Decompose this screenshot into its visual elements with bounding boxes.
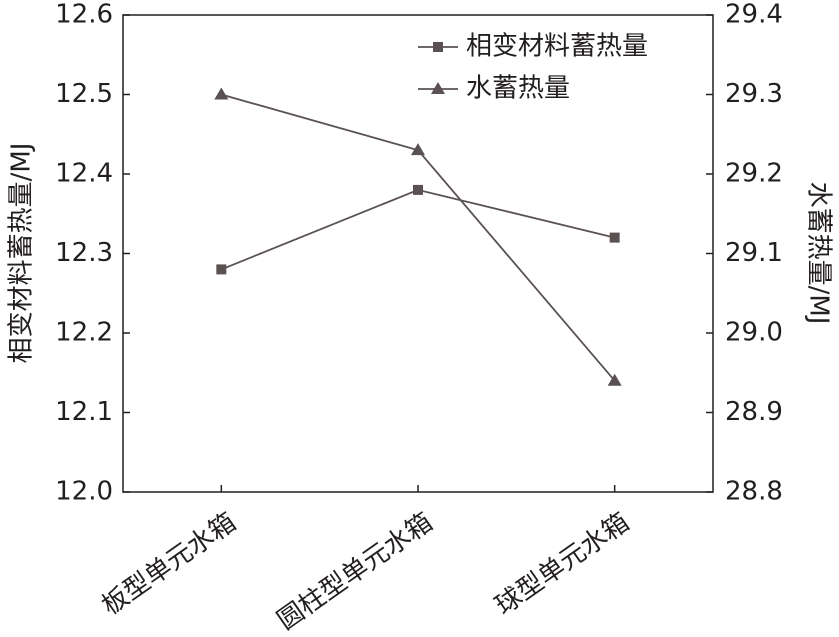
y2-tick-label: 29.1 [725, 238, 783, 268]
y2-tick-label: 29.3 [725, 79, 783, 109]
x-tick-label: 球型单元水箱 [490, 507, 635, 621]
marker [607, 373, 622, 386]
y2-tick-label: 29.2 [725, 159, 783, 189]
marker [216, 264, 227, 275]
marker [411, 143, 425, 156]
y-tick-label: 12.6 [55, 0, 113, 30]
y-tick-label: 12.3 [55, 238, 113, 268]
y2-tick-label: 28.9 [725, 397, 783, 427]
plot-frame [122, 14, 714, 493]
y2-axis-label: 水蓄热量/MJ [804, 182, 834, 325]
y-tick-label: 12.0 [55, 477, 113, 507]
y2-tick-label: 29.0 [725, 318, 783, 348]
marker [413, 184, 423, 195]
marker [433, 42, 443, 52]
y2-tick-label: 28.8 [725, 477, 783, 507]
marker [214, 87, 229, 100]
y-tick-label: 12.5 [55, 79, 113, 109]
series-line [220, 188, 615, 271]
y-tick-label: 12.4 [55, 159, 113, 189]
marker [431, 82, 445, 94]
y2-tick-label: 29.4 [725, 0, 783, 30]
marker [609, 232, 620, 243]
legend-label: 水蓄热量 [466, 74, 570, 104]
x-tick-label: 板型单元水箱 [97, 507, 242, 621]
x-tick-label: 圆柱型单元水箱 [272, 507, 438, 636]
y-tick-label: 12.1 [55, 397, 113, 427]
legend-label: 相变材料蓄热量 [466, 32, 648, 62]
series-line [221, 93, 616, 382]
y-axis-label: 相变材料蓄热量/MJ [7, 143, 37, 364]
y-tick-label: 12.2 [55, 318, 113, 348]
